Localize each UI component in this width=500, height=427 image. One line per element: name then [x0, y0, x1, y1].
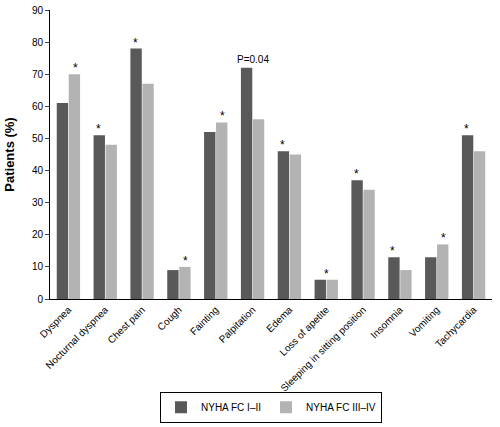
svg-text:60: 60: [32, 101, 44, 112]
svg-text:*: *: [96, 122, 101, 136]
svg-text:Dyspnea: Dyspnea: [38, 304, 74, 340]
svg-text:70: 70: [32, 69, 44, 80]
svg-text:Insomnia: Insomnia: [368, 304, 405, 341]
svg-text:90: 90: [32, 5, 44, 16]
svg-text:*: *: [280, 138, 285, 152]
svg-text:Cough: Cough: [155, 304, 184, 333]
svg-text:*: *: [220, 109, 225, 123]
svg-text:Loss of apetite: Loss of apetite: [277, 304, 331, 358]
svg-text:*: *: [354, 167, 359, 181]
svg-text:*: *: [183, 254, 188, 268]
svg-text:NYHA FC I–II: NYHA FC I–II: [201, 402, 261, 413]
svg-text:Patients (%): Patients (%): [2, 117, 17, 191]
svg-text:*: *: [133, 36, 138, 50]
svg-text:30: 30: [32, 197, 44, 208]
svg-text:Fainting: Fainting: [188, 304, 221, 337]
svg-text:*: *: [324, 267, 329, 281]
svg-text:*: *: [441, 231, 446, 245]
svg-text:40: 40: [32, 165, 44, 176]
svg-text:Sleeping in sitting position: Sleeping in sitting position: [278, 304, 368, 394]
svg-text:*: *: [464, 122, 469, 136]
svg-text:Chest pain: Chest pain: [105, 304, 147, 346]
svg-text:*: *: [390, 244, 395, 258]
svg-text:50: 50: [32, 133, 44, 144]
svg-text:Vomiting: Vomiting: [407, 304, 442, 339]
svg-text:Edema: Edema: [264, 304, 294, 334]
svg-text:NYHA FC III–IV: NYHA FC III–IV: [306, 402, 376, 413]
svg-text:*: *: [73, 61, 78, 75]
svg-text:10: 10: [32, 261, 44, 272]
svg-text:20: 20: [32, 229, 44, 240]
svg-text:0: 0: [37, 294, 43, 305]
svg-text:Palpitation: Palpitation: [217, 304, 258, 345]
svg-text:P=0.04: P=0.04: [237, 54, 269, 65]
svg-text:80: 80: [32, 37, 44, 48]
svg-text:Tachycardia: Tachycardia: [433, 304, 479, 350]
svg-text:Nocturnal dyspnea: Nocturnal dyspnea: [43, 304, 110, 371]
